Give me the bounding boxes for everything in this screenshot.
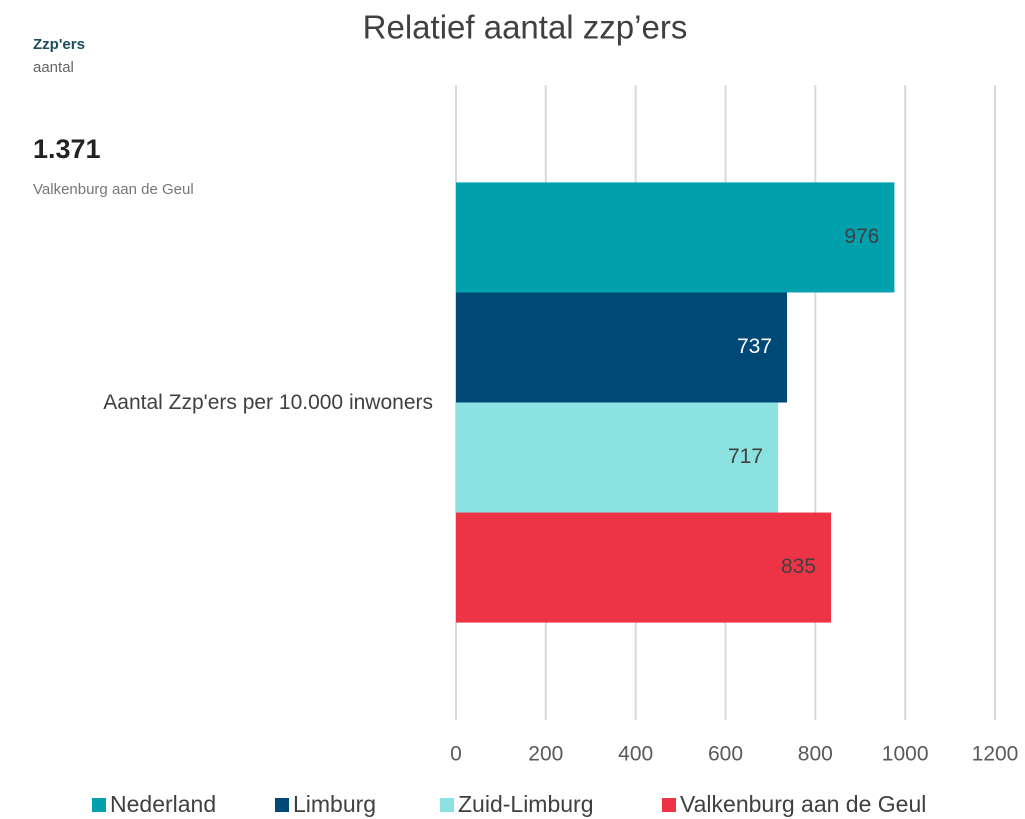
x-tick-label: 400 xyxy=(618,743,653,766)
x-tick-label: 0 xyxy=(450,743,462,766)
legend-label: Zuid-Limburg xyxy=(458,791,594,817)
x-tick-label: 600 xyxy=(708,743,743,766)
x-tick-label: 800 xyxy=(798,743,833,766)
data-label: 835 xyxy=(781,555,816,578)
legend-swatch xyxy=(662,798,676,812)
legend-swatch xyxy=(92,798,106,812)
chart-title: Relatief aantal zzp’ers xyxy=(363,9,688,46)
legend-label: Valkenburg aan de Geul xyxy=(680,791,926,817)
bar xyxy=(456,402,779,513)
panel-heading: Zzp'ers xyxy=(33,36,85,53)
x-tick-label: 1200 xyxy=(972,743,1019,766)
panel-figure: 1.371 xyxy=(33,134,101,164)
category-label: Aantal Zzp'ers per 10.000 inwoners xyxy=(103,391,433,414)
bar xyxy=(456,292,788,403)
panel-caption: Valkenburg aan de Geul xyxy=(33,181,194,198)
panel-subheading: aantal xyxy=(33,59,74,76)
x-tick-label: 200 xyxy=(528,743,563,766)
legend-label: Limburg xyxy=(293,791,376,817)
legend-swatch xyxy=(275,798,289,812)
legend-swatch xyxy=(440,798,454,812)
data-label: 717 xyxy=(728,445,763,468)
data-label: 737 xyxy=(737,335,772,358)
data-label: 976 xyxy=(844,225,879,248)
bar xyxy=(456,182,895,293)
bar xyxy=(456,512,832,623)
legend-label: Nederland xyxy=(110,791,216,817)
x-tick-label: 1000 xyxy=(882,743,929,766)
